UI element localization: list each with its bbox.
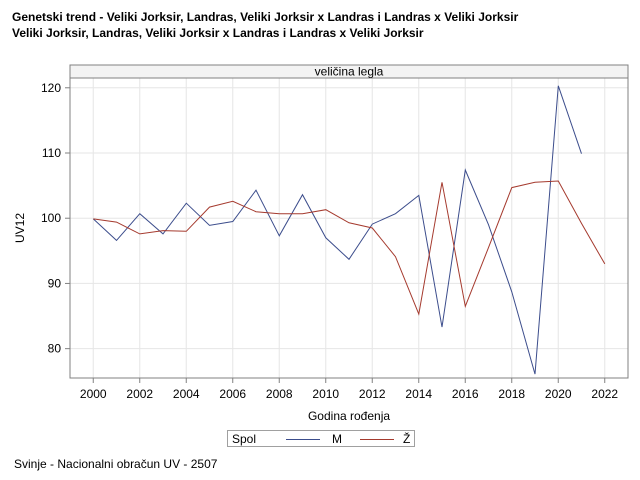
x-tick-label: 2022	[591, 387, 618, 401]
legend-title: Spol	[232, 432, 257, 446]
legend-label-m: M	[332, 432, 342, 446]
plot-frame	[69, 64, 629, 379]
y-axis-label: UV12	[13, 213, 27, 243]
series-line-z	[93, 180, 606, 316]
chart-subtitle: Veliki Jorksir, Landras, Veliki Jorksir …	[12, 26, 424, 40]
x-tick-label: 2012	[359, 387, 386, 401]
x-tick-label: 2002	[126, 387, 153, 401]
x-tick-label: 2016	[452, 387, 479, 401]
x-axis-label: Godina rođenja	[308, 409, 390, 423]
chart-title: Genetski trend - Veliki Jorksir, Landras…	[12, 10, 519, 24]
legend-swatch-m	[286, 439, 320, 440]
footnote: Svinje - Nacionalni obračun UV - 2507	[14, 457, 218, 471]
x-tick-label: 2010	[312, 387, 339, 401]
panel-title: veličina legla	[315, 65, 384, 79]
x-tick-label: 2006	[219, 387, 246, 401]
x-tick-label: 2014	[405, 387, 432, 401]
legend-swatch-z	[360, 439, 394, 440]
x-tick-label: 2004	[173, 387, 200, 401]
legend: Spol M Ž	[227, 430, 415, 447]
y-tick-label: 90	[48, 276, 62, 290]
x-tick-label: 2018	[498, 387, 525, 401]
series-line-m	[92, 85, 582, 375]
legend-label-z: Ž	[403, 432, 411, 446]
y-tick-label: 110	[42, 146, 61, 160]
y-tick-label: 120	[41, 81, 61, 95]
x-tick-label: 2000	[80, 387, 107, 401]
y-tick-label: 80	[48, 342, 62, 356]
y-tick-label: 100	[41, 211, 61, 225]
x-tick-label: 2020	[545, 387, 572, 401]
x-tick-label: 2008	[266, 387, 293, 401]
